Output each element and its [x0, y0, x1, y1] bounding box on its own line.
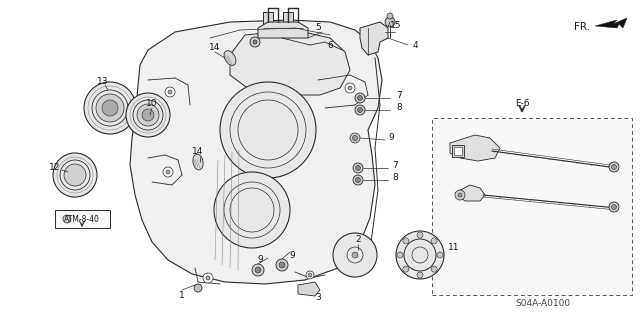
Text: 7: 7 [392, 160, 397, 169]
Circle shape [63, 215, 71, 223]
Circle shape [308, 273, 312, 277]
Circle shape [355, 93, 365, 103]
Text: 14: 14 [192, 147, 204, 157]
Text: 8: 8 [392, 173, 397, 182]
Polygon shape [298, 282, 320, 296]
Circle shape [403, 266, 409, 272]
Circle shape [96, 94, 124, 122]
Circle shape [64, 164, 86, 186]
Bar [432, 118, 632, 295]
Circle shape [417, 232, 423, 238]
Circle shape [348, 86, 352, 90]
Circle shape [168, 90, 172, 94]
Circle shape [396, 231, 444, 279]
Bar [454, 147, 462, 155]
Circle shape [137, 104, 159, 126]
Text: 8: 8 [396, 103, 402, 113]
Text: 10: 10 [147, 99, 157, 108]
Circle shape [203, 273, 213, 283]
Text: S04A-A0100: S04A-A0100 [515, 300, 571, 308]
Circle shape [353, 136, 358, 140]
Circle shape [355, 105, 365, 115]
Circle shape [142, 109, 154, 121]
Circle shape [53, 153, 97, 197]
Circle shape [358, 108, 362, 113]
Circle shape [253, 40, 257, 44]
Circle shape [165, 87, 175, 97]
Text: 7: 7 [396, 92, 402, 100]
Polygon shape [230, 30, 350, 95]
Bar [283, 12, 293, 28]
Polygon shape [450, 135, 500, 161]
Circle shape [609, 202, 619, 212]
Text: 14: 14 [209, 42, 221, 51]
Circle shape [333, 233, 377, 277]
Circle shape [611, 165, 616, 169]
Circle shape [609, 162, 619, 172]
Text: 9: 9 [388, 133, 394, 143]
Circle shape [431, 238, 437, 244]
Circle shape [353, 163, 363, 173]
Text: 9: 9 [289, 250, 295, 259]
Circle shape [220, 82, 316, 178]
Text: 15: 15 [390, 20, 401, 29]
Text: 5: 5 [315, 24, 321, 33]
Text: 1: 1 [179, 291, 185, 300]
Circle shape [126, 93, 170, 137]
Circle shape [437, 252, 443, 258]
Circle shape [102, 100, 118, 116]
Ellipse shape [224, 51, 236, 65]
Circle shape [206, 276, 210, 280]
Circle shape [345, 83, 355, 93]
Text: E-6: E-6 [515, 100, 529, 108]
Circle shape [355, 177, 360, 182]
Circle shape [358, 95, 362, 100]
Circle shape [306, 271, 314, 279]
Circle shape [214, 172, 290, 248]
Circle shape [255, 267, 261, 273]
Text: 13: 13 [97, 78, 109, 86]
Circle shape [417, 272, 423, 278]
Bar [263, 12, 273, 28]
Circle shape [276, 259, 288, 271]
Text: 2: 2 [355, 235, 361, 244]
Circle shape [455, 190, 465, 200]
Circle shape [250, 37, 260, 47]
Circle shape [84, 82, 136, 134]
Polygon shape [595, 18, 627, 28]
Ellipse shape [193, 154, 203, 170]
Circle shape [458, 193, 462, 197]
Circle shape [353, 175, 363, 185]
Text: 3: 3 [315, 293, 321, 302]
Circle shape [352, 252, 358, 258]
Text: 4: 4 [412, 41, 418, 49]
Polygon shape [455, 185, 485, 201]
Circle shape [431, 266, 437, 272]
Text: 12: 12 [49, 164, 61, 173]
Circle shape [403, 238, 409, 244]
Circle shape [163, 167, 173, 177]
Polygon shape [360, 22, 388, 55]
Circle shape [279, 262, 285, 268]
Circle shape [166, 170, 170, 174]
Text: ATM-8-40: ATM-8-40 [64, 214, 100, 224]
Text: 11: 11 [448, 243, 460, 253]
Circle shape [355, 166, 360, 170]
Circle shape [397, 252, 403, 258]
Text: 9: 9 [257, 256, 263, 264]
Circle shape [387, 13, 393, 19]
Circle shape [611, 204, 616, 210]
Text: 6: 6 [327, 41, 333, 49]
Text: FR.: FR. [574, 22, 590, 32]
Bar [55, 210, 110, 228]
Circle shape [350, 133, 360, 143]
Bar [452, 145, 464, 157]
Polygon shape [130, 20, 382, 284]
Circle shape [194, 284, 202, 292]
Polygon shape [258, 22, 308, 38]
Circle shape [385, 17, 395, 27]
Circle shape [252, 264, 264, 276]
